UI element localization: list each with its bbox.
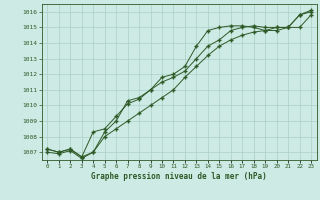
X-axis label: Graphe pression niveau de la mer (hPa): Graphe pression niveau de la mer (hPa) — [91, 172, 267, 181]
